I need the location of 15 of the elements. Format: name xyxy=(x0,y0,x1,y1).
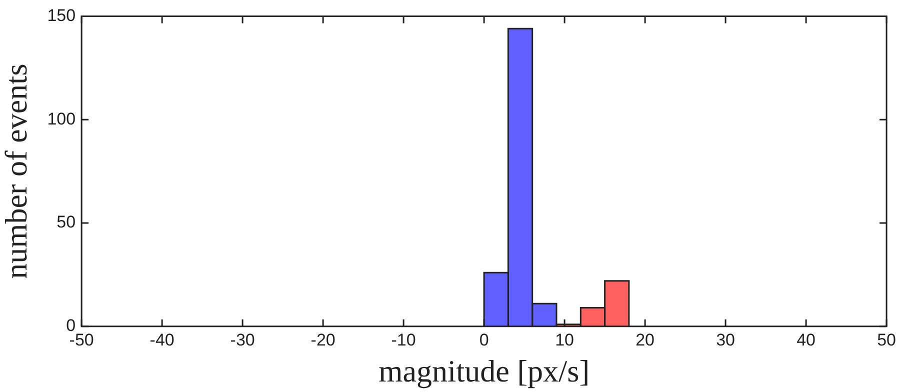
x-tick-label: 50 xyxy=(877,330,896,350)
x-tick-label: -40 xyxy=(150,330,174,350)
x-tick-label: 0 xyxy=(479,330,489,350)
x-tick-label: 40 xyxy=(796,330,816,350)
y-tick-label: 150 xyxy=(47,6,76,25)
y-tick-label: 100 xyxy=(47,109,76,128)
x-tick-label: 10 xyxy=(555,330,574,350)
x-tick-label: 20 xyxy=(636,330,655,350)
x-tick-label: -10 xyxy=(391,330,416,350)
x-tick-label: 30 xyxy=(716,330,736,350)
y-tick-label: 50 xyxy=(56,212,76,232)
x-axis-title: magnitude [px/s] xyxy=(378,354,590,389)
x-tick-label: -30 xyxy=(230,330,255,350)
y-axis-title: number of events xyxy=(0,64,34,279)
x-tick-label: -20 xyxy=(310,330,336,350)
